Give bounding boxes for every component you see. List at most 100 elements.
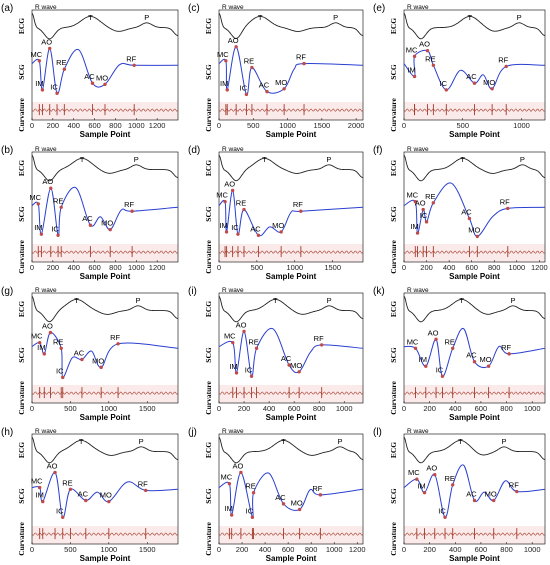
- ecg-line: [403, 154, 546, 182]
- fiducial-marker-ao: [53, 470, 57, 475]
- fiducial-marker-rf: [130, 209, 134, 213]
- fiducial-label-re: RE: [56, 58, 66, 67]
- fiducial-label-ao: AO: [415, 199, 426, 208]
- xtick-label: 1000: [524, 404, 541, 413]
- fiducial-marker-im: [422, 490, 427, 495]
- ecg-label-t: T: [262, 155, 267, 164]
- xtick-label: 1000: [524, 545, 541, 554]
- fiducial-label-ic: IC: [436, 365, 444, 374]
- fiducial-label-ao: AO: [426, 464, 437, 473]
- fiducial-label-ao: AO: [41, 37, 52, 46]
- fiducial-label-ic: IC: [50, 82, 58, 91]
- fiducial-label-rf: RF: [312, 484, 322, 493]
- fiducial-label-mo: MO: [275, 78, 287, 87]
- fiducial-label-im: IM: [37, 343, 45, 352]
- fiducial-label-ic: IC: [438, 506, 446, 515]
- ylabel-scg: SCG: [389, 206, 398, 222]
- xlabel: Sample Point: [266, 130, 317, 139]
- fiducial-marker-im: [40, 88, 45, 92]
- fiducial-marker-im: [412, 74, 417, 79]
- panel-c: (c) R wave ECG SCG Curvature 0 500 1000 1500 2000…: [188, 3, 364, 139]
- xtick-label: 600: [288, 404, 301, 413]
- fiducial-marker-ac: [84, 498, 88, 503]
- fiducial-marker-ic: [61, 375, 65, 380]
- fiducial-label-re: RE: [444, 474, 454, 483]
- panel-a: (a) R wave ECG SCG Curvature 0 200 400 600 800 100…: [1, 3, 179, 139]
- ecg-line: [218, 154, 364, 182]
- fiducial-label-im: IM: [225, 504, 233, 513]
- fiducial-marker-mo: [107, 499, 111, 504]
- panel-label: (b): [1, 145, 13, 156]
- fiducial-marker-rf: [299, 209, 303, 213]
- xtick-label: 0: [30, 404, 34, 413]
- fiducial-marker-rf: [504, 64, 508, 69]
- fiducial-label-mo: MO: [100, 491, 112, 500]
- ylabel-curvature: Curvature: [17, 381, 26, 415]
- xtick-label: 400: [449, 545, 462, 554]
- fiducial-marker-mo: [103, 82, 107, 87]
- ecg-label-p: P: [337, 437, 342, 446]
- ylabel-ecg: ECG: [389, 301, 398, 317]
- xlabel: Sample Point: [266, 554, 317, 563]
- fiducial-marker-rf: [318, 493, 323, 497]
- fiducial-label-rf: RF: [126, 54, 136, 63]
- ecg-label-t: T: [88, 13, 93, 22]
- panel-e: (e) R wave ECG SCG Curvature 0 500 1000 Sample P…: [373, 3, 546, 139]
- fiducial-label-ao: AO: [228, 36, 239, 45]
- fiducial-marker-im: [229, 513, 234, 517]
- fiducial-label-mc: MC: [406, 45, 418, 54]
- xtick-label: 200: [420, 263, 433, 272]
- ecg-label-p: P: [326, 155, 331, 164]
- fiducial-marker-ic: [249, 374, 254, 378]
- fiducial-label-rf: RF: [124, 200, 134, 209]
- ecg-label-t: T: [80, 155, 85, 164]
- fiducial-label-mo: MO: [483, 78, 495, 87]
- panel-label: (f): [373, 145, 382, 156]
- fiducial-label-im: IM: [407, 65, 415, 74]
- panel-label: (i): [188, 286, 197, 297]
- fiducial-marker-rf: [116, 342, 120, 346]
- fiducial-marker-ac: [88, 223, 93, 227]
- xtick-label: 500: [64, 404, 77, 413]
- ylabel-curvature: Curvature: [204, 381, 213, 415]
- ylabel-ecg: ECG: [389, 442, 398, 458]
- fiducial-label-re: RE: [425, 54, 435, 63]
- r-wave-label: R wave: [222, 428, 244, 435]
- ecg-line: [218, 436, 364, 464]
- fiducial-label-re: RE: [425, 192, 435, 201]
- fiducial-marker-ic: [61, 515, 65, 519]
- fiducial-marker-rf: [132, 63, 136, 67]
- curvature-line: [218, 532, 364, 536]
- ecg-label-t: T: [273, 296, 278, 305]
- ecg-line: [31, 436, 179, 464]
- fiducial-marker-im: [39, 232, 44, 236]
- panel-h: (h) R wave ECG SCG Curvature 0 500 1000 1500 Samp…: [1, 427, 179, 563]
- fiducial-label-im: IM: [229, 362, 237, 371]
- fiducial-marker-ic: [55, 91, 59, 95]
- fiducial-marker-rf: [507, 352, 511, 356]
- fiducial-marker-mc: [37, 59, 41, 63]
- ecg-line: [403, 295, 546, 323]
- fiducial-marker-re: [451, 483, 455, 487]
- fiducial-label-mc: MC: [30, 50, 42, 59]
- panel-k: (k) R wave ECG SCG Curvature 0 200 400 600 800 100…: [373, 286, 546, 422]
- xtick-label: 0: [30, 545, 34, 554]
- scg-line: [218, 189, 364, 237]
- r-wave-label: R wave: [222, 287, 244, 294]
- panel-label: (a): [1, 3, 13, 14]
- xtick-label: 0: [402, 121, 406, 130]
- ylabel-scg: SCG: [17, 206, 26, 222]
- fiducial-marker-ao: [49, 186, 53, 190]
- fiducial-label-rf: RF: [110, 333, 120, 342]
- ylabel-ecg: ECG: [17, 301, 26, 317]
- xtick-label: 800: [488, 263, 501, 272]
- xtick-label: 400: [67, 263, 80, 272]
- xtick-label: 1200: [349, 545, 366, 554]
- r-wave-label: R wave: [407, 428, 429, 435]
- ecg-label-t: T: [79, 437, 84, 446]
- fiducial-marker-mc: [413, 346, 418, 350]
- fiducial-marker-mo: [486, 364, 491, 368]
- fiducial-marker-im: [415, 231, 420, 235]
- fiducial-marker-ao: [434, 337, 438, 342]
